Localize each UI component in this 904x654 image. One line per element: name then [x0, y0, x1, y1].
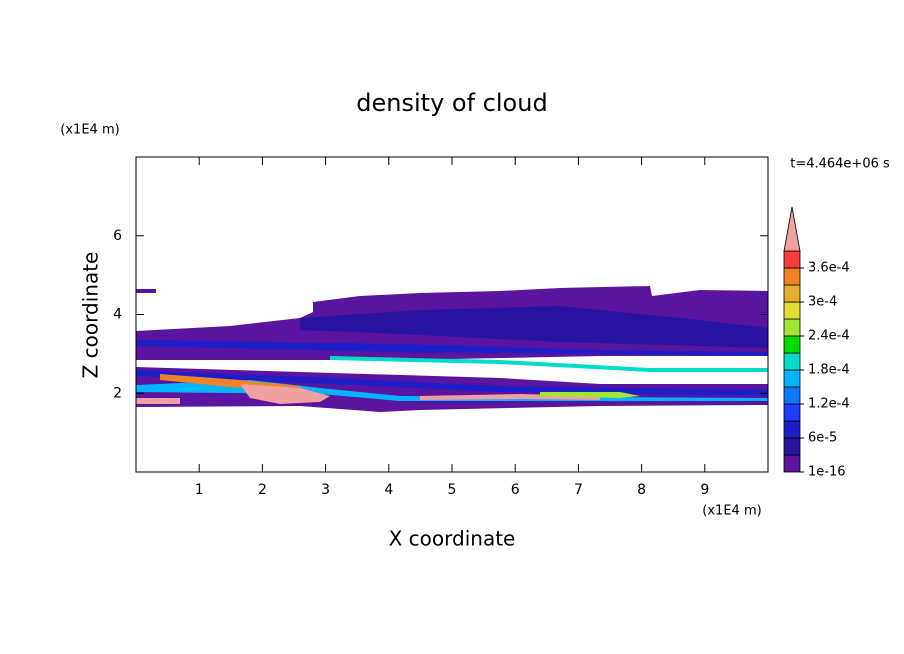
- x-axis-label: X coordinate: [389, 527, 516, 551]
- contour-region: [136, 380, 768, 401]
- colorbar-label: 1.2e-4: [808, 397, 850, 412]
- x-tick-label: 7: [574, 482, 583, 498]
- colorbar-label: 3.6e-4: [808, 261, 850, 276]
- colorbar-box: [783, 250, 801, 269]
- x-tick-label: 6: [511, 482, 520, 498]
- contour-region: [136, 340, 768, 356]
- contour-region: [136, 398, 180, 404]
- contour-region: [330, 356, 768, 372]
- colorbar-label: 1.8e-4: [808, 363, 850, 378]
- contour-region: [136, 370, 768, 396]
- colorbar-box: [783, 420, 801, 439]
- y-tick-label: 2: [113, 385, 122, 401]
- y-unit: (x1E4 m): [60, 123, 119, 138]
- colorbar-box: [783, 318, 801, 337]
- colorbar-box: [783, 335, 801, 354]
- colorbar-box: [783, 403, 801, 422]
- colorbar-extend: [783, 206, 801, 252]
- colorbar-box: [783, 386, 801, 405]
- contour-region: [540, 392, 640, 398]
- chart-title: density of cloud: [356, 89, 547, 117]
- colorbar-box: [783, 454, 801, 473]
- colorbar-box: [783, 267, 801, 286]
- colorbar-box: [783, 284, 801, 303]
- colorbar-label: 2.4e-4: [808, 329, 850, 344]
- contour-region: [136, 289, 156, 293]
- x-unit: (x1E4 m): [702, 504, 761, 519]
- contour-region: [240, 384, 330, 404]
- x-tick-label: 1: [195, 482, 204, 498]
- contour-region: [300, 306, 768, 348]
- y-tick-label: 6: [113, 228, 122, 244]
- y-tick-label: 4: [113, 307, 122, 323]
- x-tick-label: 9: [700, 482, 709, 498]
- x-tick-label: 5: [448, 482, 457, 498]
- colorbar-box: [783, 437, 801, 456]
- colorbar-label: 3e-4: [808, 295, 837, 310]
- colorbar-label: 1e-16: [808, 465, 846, 480]
- colorbar-box: [783, 301, 801, 320]
- x-tick-label: 2: [258, 482, 267, 498]
- y-axis-label: Z coordinate: [79, 252, 103, 379]
- colorbar-box: [783, 352, 801, 371]
- x-tick-label: 4: [384, 482, 393, 498]
- x-tick-label: 3: [321, 482, 330, 498]
- time-label: t=4.464e+06 s: [790, 157, 890, 172]
- colorbar-label: 6e-5: [808, 431, 837, 446]
- x-tick-label: 8: [637, 482, 646, 498]
- colorbar-box: [783, 369, 801, 388]
